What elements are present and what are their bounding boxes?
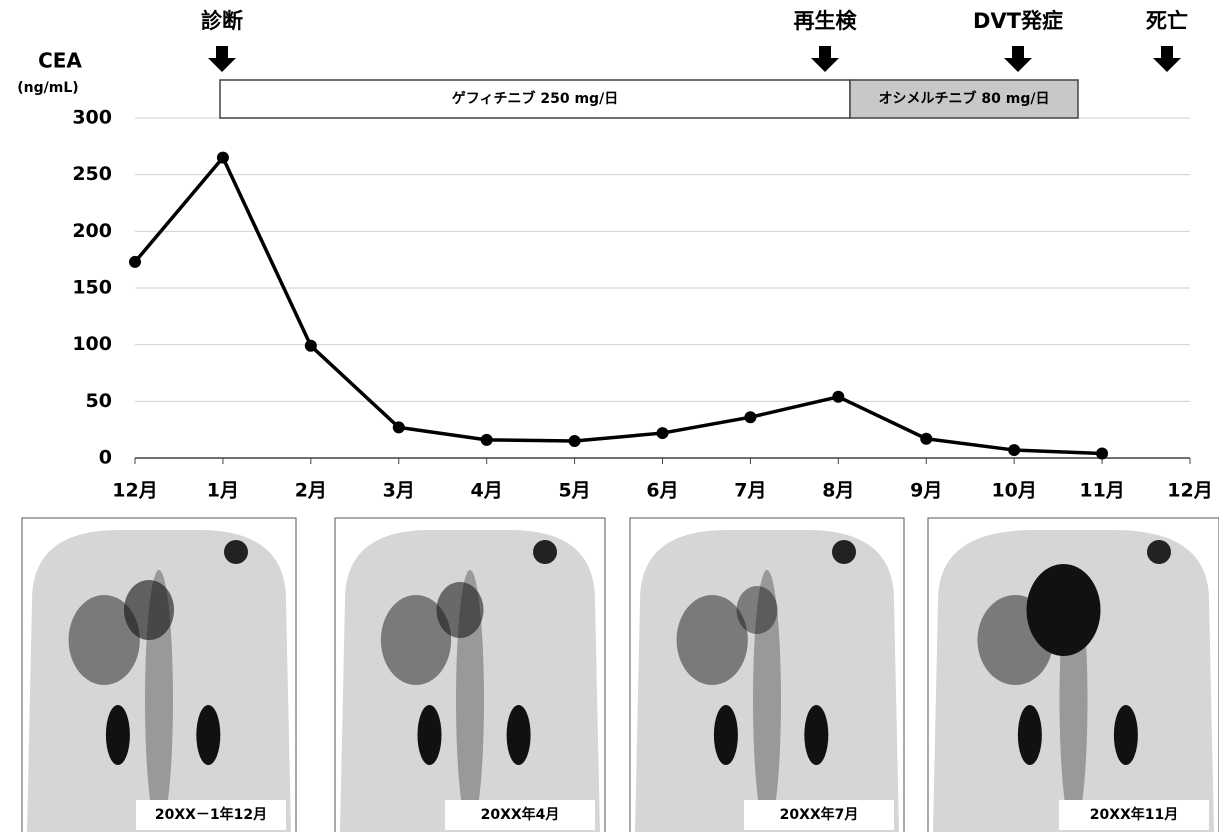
event-arrow (811, 46, 839, 72)
scan-lesion (832, 540, 856, 564)
marker (305, 340, 317, 352)
x-tick-label: 10月 (991, 480, 1036, 502)
scan-lesion (224, 540, 248, 564)
marker (744, 411, 756, 423)
x-tick-label: 7月 (734, 480, 766, 502)
x-tick-label: 4月 (471, 480, 503, 502)
scan-lesion (437, 582, 484, 638)
scan-kidney (418, 705, 442, 765)
marker (1096, 447, 1108, 459)
x-tick-label: 11月 (1079, 480, 1124, 502)
treatment-label: ゲフィチニブ 250 mg/日 (452, 90, 618, 107)
event-label: 死亡 (1146, 9, 1188, 33)
y-tick-label: 300 (72, 107, 112, 129)
event-label: 再生検 (794, 9, 858, 33)
y-tick-label: 250 (72, 163, 112, 185)
scan-caption: 20XX年7月 (780, 806, 859, 823)
y-tick-label: 200 (72, 220, 112, 242)
marker (481, 434, 493, 446)
marker (393, 421, 405, 433)
x-tick-label: 5月 (558, 480, 590, 502)
scan-lesion (1027, 564, 1101, 656)
marker (657, 427, 669, 439)
line (135, 158, 1102, 454)
scan-kidney (106, 705, 130, 765)
event-arrow (1004, 46, 1032, 72)
marker (569, 435, 581, 447)
treatment-label: オシメルチニブ 80 mg/日 (879, 90, 1050, 107)
x-tick-label: 3月 (383, 480, 415, 502)
scan-kidney (1114, 705, 1138, 765)
x-tick-label: 12月 (112, 480, 157, 502)
x-tick-label: 8月 (822, 480, 854, 502)
y-unit: (ng/mL) (17, 80, 78, 96)
scan-lesion (737, 586, 778, 634)
marker (129, 256, 141, 268)
y-title: CEA (38, 49, 82, 73)
y-tick-label: 0 (99, 447, 112, 469)
marker (217, 152, 229, 164)
scan-kidney (1018, 705, 1042, 765)
x-tick-label: 6月 (646, 480, 678, 502)
event-arrow (208, 46, 236, 72)
y-tick-label: 100 (72, 333, 112, 355)
scan-lesion (124, 580, 174, 640)
marker (920, 433, 932, 445)
scan-lesion (533, 540, 557, 564)
scan-caption: 20XX年4月 (481, 806, 560, 823)
scan-kidney (804, 705, 828, 765)
scan-caption: 20XX－1年12月 (155, 806, 267, 823)
event-arrow (1153, 46, 1181, 72)
x-tick-label: 9月 (910, 480, 942, 502)
scan-kidney (714, 705, 738, 765)
scan-images: 20XX－1年12月 20XX年4月 20XX年7月 20XX年11月 (22, 518, 1219, 832)
scan-kidney (196, 705, 220, 765)
x-tick-label: 2月 (295, 480, 327, 502)
scan-caption: 20XX年11月 (1090, 806, 1179, 823)
scan-lesion (1147, 540, 1171, 564)
x-tick-label: 12月 (1167, 480, 1212, 502)
x-tick-label: 1月 (207, 480, 239, 502)
marker (832, 391, 844, 403)
marker (1008, 444, 1020, 456)
chart: CEA (ng/mL) 20XX－1年12月20XX年4月20XX年7月20XX… (0, 0, 1219, 832)
y-tick-label: 50 (86, 390, 112, 412)
event-label: DVT発症 (973, 9, 1063, 33)
event-label: 診断 (201, 9, 243, 33)
scan-kidney (507, 705, 531, 765)
y-tick-label: 150 (72, 277, 112, 299)
